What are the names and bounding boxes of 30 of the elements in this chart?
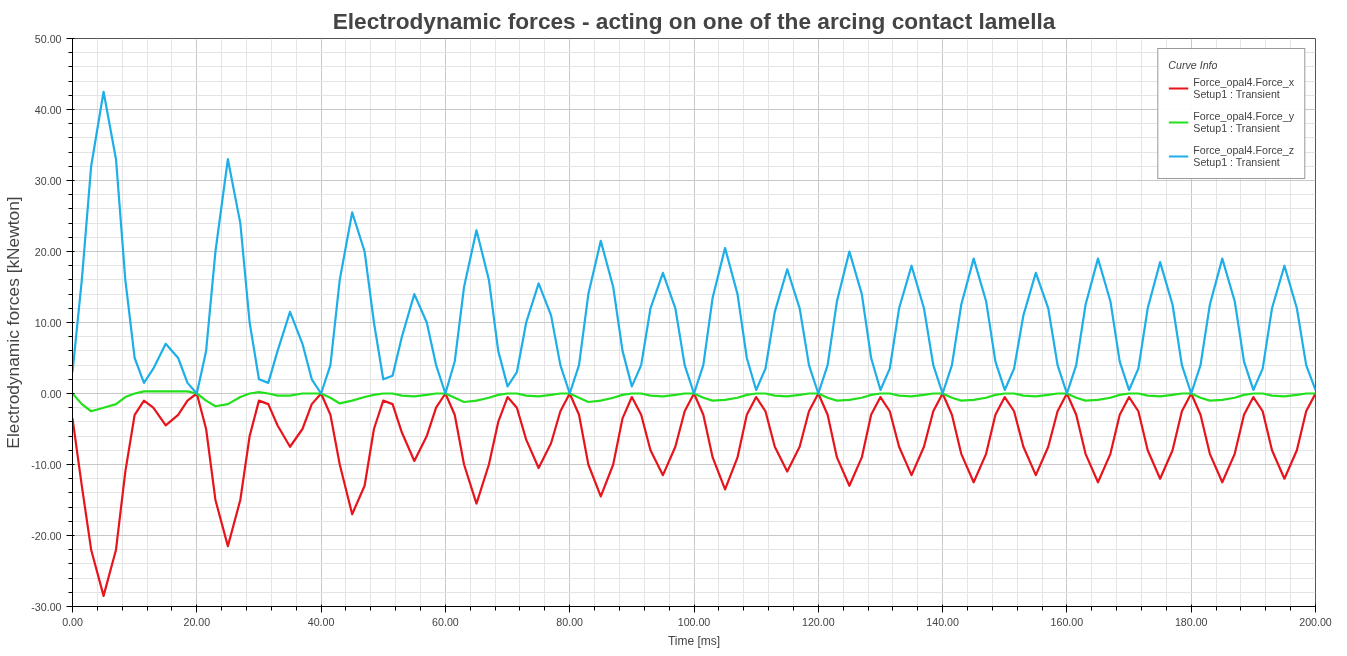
legend-label: Force_opal4.Force_x Setup1 : Transient [1193,76,1294,100]
y-tick-label: 20.00 [34,245,62,258]
x-tick-label: 160.00 [1050,615,1084,628]
x-tick-label: 0.00 [62,615,83,628]
x-axis-title: Time [ms] [667,633,721,648]
line-series [72,392,1316,597]
y-tick-label: 50.00 [34,32,62,45]
x-tick-label: 80.00 [556,615,584,628]
x-tick-label: 120.00 [802,615,835,628]
x-tick-label: 40.00 [307,615,335,628]
line-series [72,390,1316,413]
y-tick-label: -20.00 [31,529,62,542]
x-tick-label: 100.00 [677,615,711,628]
y-tick-label: 30.00 [34,174,62,187]
x-tick-label: 180.00 [1174,615,1208,628]
y-axis-title: Electrodynamic forces [kNewton] [3,196,24,449]
legend-title: Curve Info [1168,59,1219,71]
y-tick-label: -30.00 [31,600,62,613]
legend-label: Force_opal4.Force_z Setup1 : Transient [1193,144,1294,168]
y-tick-label: 10.00 [34,316,62,329]
y-tick-label: -10.00 [31,458,62,471]
legend-label: Force_opal4.Force_y Setup1 : Transient [1193,110,1294,134]
x-tick-label: 60.00 [432,615,459,628]
x-tick-label: 20.00 [183,615,211,628]
line-series [72,90,1316,395]
y-tick-label: 40.00 [34,103,62,116]
x-tick-label: 200.00 [1299,615,1332,628]
y-tick-label: 0.00 [40,387,62,400]
x-tick-label: 140.00 [926,615,959,628]
chart-title: Electrodynamic forces - acting on one of the arcing contact lamella [332,7,1056,34]
